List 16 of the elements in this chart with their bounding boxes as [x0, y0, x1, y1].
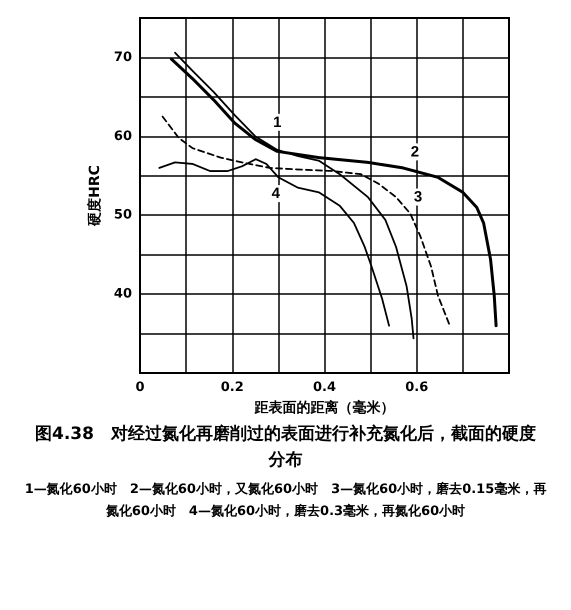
x-axis-title: 距表面的距离（毫米）: [254, 399, 394, 416]
series-label: 3: [414, 188, 422, 206]
y-tick-label: 50: [114, 208, 132, 223]
x-tick-label: 0: [135, 380, 145, 395]
x-tick-label: 0.2: [220, 380, 244, 395]
x-tick-label: 0.4: [312, 380, 336, 395]
series-label: 4: [272, 185, 281, 202]
y-tick-label: 70: [114, 50, 132, 65]
x-tick-label: 0.6: [405, 380, 428, 395]
text: 图4.38 对经过氮化再磨削过的表面进行补充氮化后，截面的硬度分布: [34, 423, 537, 472]
y-tick-label: 60: [114, 128, 132, 144]
series-label: 1: [273, 114, 282, 131]
series-label: 2: [410, 143, 420, 160]
y-axis-title: 硬度HRC: [86, 165, 103, 227]
y-tick-label: 40: [114, 286, 132, 302]
text: 1—氮化60小时 2—氮化60小时，又氮化60小时 3—氮化60小时，磨去0.15毫米，再氮化60小时 4—氮化60小时，磨去0.3毫米，再氮化60小时: [24, 480, 548, 522]
